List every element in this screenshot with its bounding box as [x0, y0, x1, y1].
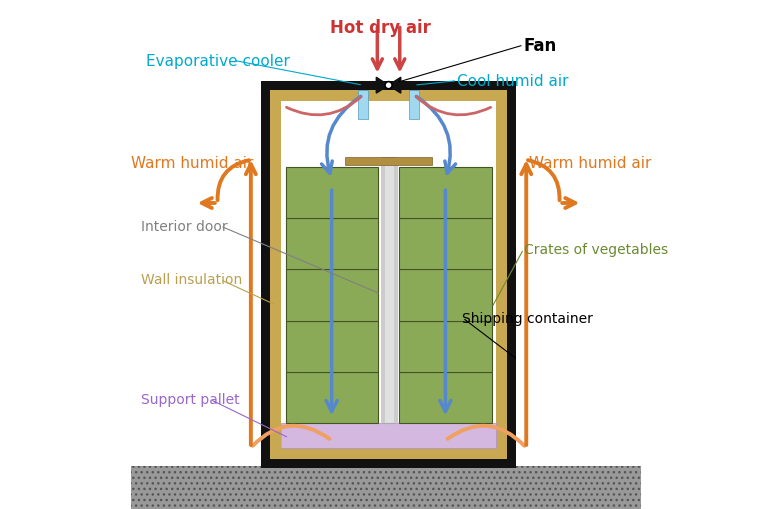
Bar [270, 91, 282, 459]
Bar [131, 466, 641, 509]
Bar [399, 372, 492, 423]
Bar [270, 448, 507, 459]
Bar [399, 270, 492, 321]
Bar [382, 157, 395, 423]
Bar [409, 91, 419, 120]
Bar [394, 165, 398, 423]
Text: Interior door: Interior door [141, 219, 228, 234]
Circle shape [385, 82, 392, 90]
Bar [345, 157, 432, 165]
Bar [381, 165, 385, 423]
Bar [286, 167, 378, 219]
Bar [399, 167, 492, 219]
Bar [270, 91, 507, 459]
Text: Crates of vegetables: Crates of vegetables [523, 242, 668, 257]
Bar [270, 91, 507, 102]
Bar [286, 270, 378, 321]
Text: Warm humid air: Warm humid air [529, 155, 651, 171]
Bar [399, 219, 492, 270]
Bar [286, 372, 378, 423]
Text: Shipping container: Shipping container [462, 311, 594, 325]
Text: Fan: Fan [523, 37, 557, 55]
Bar [286, 321, 378, 372]
Bar [282, 423, 496, 448]
Bar [496, 91, 507, 459]
Bar [399, 321, 492, 372]
Bar [261, 81, 516, 468]
Text: Warm humid air: Warm humid air [131, 155, 253, 171]
Text: Cool humid air: Cool humid air [457, 74, 569, 89]
Bar [131, 466, 641, 509]
Polygon shape [376, 78, 388, 94]
Bar [286, 219, 378, 270]
Text: Hot dry air: Hot dry air [330, 19, 432, 37]
Polygon shape [388, 78, 401, 94]
Text: Support pallet: Support pallet [141, 392, 240, 407]
Text: Evaporative cooler: Evaporative cooler [147, 53, 290, 69]
Text: Wall insulation: Wall insulation [141, 273, 242, 287]
Bar [358, 91, 368, 120]
